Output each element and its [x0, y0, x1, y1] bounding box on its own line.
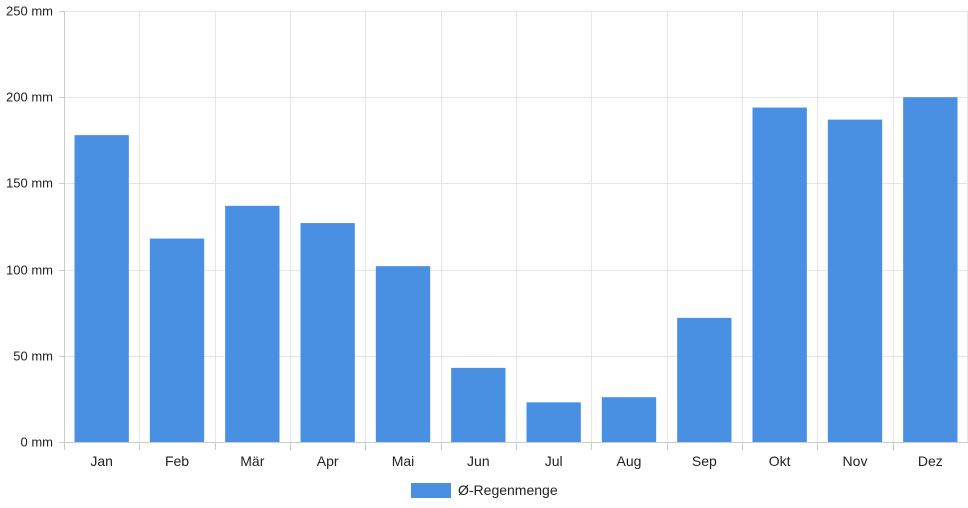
bar-okt[interactable]: [752, 107, 807, 442]
x-tick-label-aug: Aug: [617, 453, 642, 469]
bar-jul[interactable]: [526, 402, 581, 442]
legend[interactable]: Ø-Regenmenge: [411, 482, 558, 498]
x-tick-label-nov: Nov: [843, 453, 868, 469]
bar-dez[interactable]: [903, 97, 958, 442]
bars-layer: [74, 97, 958, 443]
x-tick-label-okt: Okt: [769, 453, 791, 469]
y-tick-label-2: 100 mm: [6, 263, 53, 278]
y-axis-tick-labels: 0 mm 50 mm 100 mm 150 mm 200 mm 250 mm: [6, 4, 53, 450]
x-tick-label-apr: Apr: [317, 453, 339, 469]
x-tick-label-mai: Mai: [392, 453, 415, 469]
bar-nov[interactable]: [827, 119, 883, 442]
y-tick-label-3: 150 mm: [6, 176, 53, 191]
bar-aug[interactable]: [601, 397, 657, 442]
x-tick-label-mär: Mär: [240, 453, 264, 469]
bar-mär[interactable]: [225, 205, 280, 442]
x-tick-label-sep: Sep: [692, 453, 717, 469]
bar-mai[interactable]: [375, 266, 431, 442]
y-tick-label-0: 0 mm: [21, 435, 54, 450]
x-tick-label-feb: Feb: [165, 453, 189, 469]
legend-label: Ø-Regenmenge: [458, 482, 558, 498]
bar-apr[interactable]: [300, 223, 355, 442]
x-tick-label-jul: Jul: [545, 453, 563, 469]
y-tick-label-4: 200 mm: [6, 90, 53, 105]
axis-layer: [59, 11, 968, 450]
x-tick-label-jun: Jun: [467, 453, 490, 469]
grid-layer: [64, 11, 968, 442]
y-tick-label-5: 250 mm: [6, 4, 53, 19]
bar-jun[interactable]: [451, 367, 506, 442]
x-tick-label-jan: Jan: [90, 453, 113, 469]
bar-feb[interactable]: [149, 238, 205, 442]
x-tick-label-dez: Dez: [918, 453, 943, 469]
bar-jan[interactable]: [74, 135, 129, 443]
bar-sep[interactable]: [677, 317, 732, 442]
x-axis-tick-labels: Jan Feb Mär Apr Mai Jun Jul Aug Sep Okt Nov Dez: [90, 453, 942, 469]
y-tick-label-1: 50 mm: [13, 349, 53, 364]
legend-swatch: [411, 483, 451, 498]
